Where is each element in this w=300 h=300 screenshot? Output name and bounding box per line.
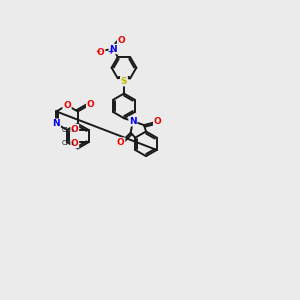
Text: O: O (87, 100, 94, 109)
Text: N: N (129, 117, 137, 126)
Text: +: + (108, 47, 114, 56)
Text: CH₃: CH₃ (61, 140, 74, 146)
Text: ⁻: ⁻ (95, 50, 100, 59)
Text: N: N (52, 119, 60, 128)
Text: O: O (117, 138, 125, 147)
Text: O: O (71, 125, 79, 134)
Text: O: O (154, 117, 161, 126)
Text: N: N (109, 44, 117, 53)
Text: S: S (121, 77, 127, 86)
Text: CH₃: CH₃ (61, 127, 74, 133)
Text: O: O (118, 36, 125, 45)
Text: O: O (97, 48, 105, 57)
Text: O: O (63, 101, 71, 110)
Text: O: O (71, 139, 79, 148)
